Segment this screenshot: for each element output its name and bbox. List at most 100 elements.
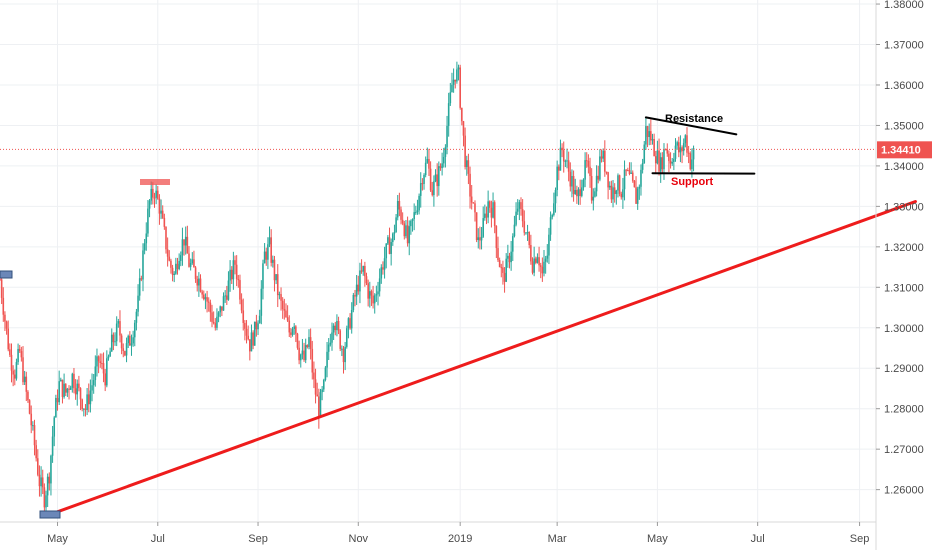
candle-body	[548, 234, 550, 256]
candle-body	[628, 170, 631, 174]
candle-body	[377, 291, 379, 295]
candle-body	[2, 297, 5, 315]
candle-body	[495, 225, 498, 249]
candle-body	[313, 372, 315, 380]
candle-body	[413, 212, 415, 220]
y-tick-label: 1.30000	[884, 323, 924, 335]
candle-body	[68, 388, 70, 390]
candle-body	[245, 328, 248, 336]
candle-body	[176, 263, 179, 270]
candle-body	[216, 316, 218, 328]
candle-body	[610, 185, 613, 200]
candle-body	[301, 350, 304, 355]
candle-body	[196, 278, 199, 286]
candle-body	[211, 312, 213, 322]
candle-body	[51, 436, 54, 456]
candle-body	[584, 160, 586, 180]
candle-body	[217, 312, 220, 317]
candle-body	[539, 265, 542, 267]
candle-body	[71, 373, 74, 388]
candle-body	[23, 376, 26, 383]
candle-body	[566, 160, 568, 162]
candle-body	[656, 150, 659, 164]
candle-body	[484, 213, 486, 219]
candle-body	[120, 335, 123, 349]
candle-body	[554, 190, 557, 204]
candle-body	[230, 269, 233, 280]
candle-body	[46, 476, 49, 496]
candle-body	[423, 175, 425, 184]
candle-body	[469, 173, 471, 197]
candles	[0, 61, 695, 516]
candle-body	[94, 366, 97, 381]
candle-body	[337, 320, 340, 331]
candle-body	[158, 198, 161, 214]
candle-body	[129, 335, 131, 346]
candle-body	[357, 284, 360, 292]
x-axis: May Jul Sep Nov 2019 Mar May Jul Sep	[47, 522, 869, 545]
candle-body	[538, 257, 540, 266]
candle-body	[244, 322, 246, 329]
candle-body	[352, 294, 355, 310]
candle-body	[571, 176, 573, 187]
candle-body	[10, 354, 13, 371]
candle-body	[645, 126, 647, 145]
candle-body	[265, 251, 268, 260]
candle-body	[12, 370, 14, 375]
candle-body	[20, 351, 23, 358]
candle-body	[600, 156, 603, 159]
candle-body	[551, 214, 554, 218]
candle-body	[298, 347, 300, 361]
candle-body	[682, 143, 685, 152]
candle-body	[375, 294, 378, 296]
candle-body	[393, 232, 396, 234]
candle-body	[373, 295, 376, 304]
candle-body	[533, 258, 535, 273]
candle-body	[426, 158, 429, 163]
candle-body	[456, 69, 458, 82]
candle-body	[152, 188, 154, 198]
candle-body	[314, 379, 317, 395]
candle-body	[96, 356, 98, 367]
y-tick-label: 1.27000	[884, 444, 924, 456]
candle-body	[521, 209, 524, 222]
candle-body	[140, 278, 143, 280]
candle-body	[597, 175, 600, 180]
candle-body	[408, 226, 411, 244]
candle-body	[677, 142, 680, 153]
candle-body	[508, 255, 511, 263]
candle-body	[631, 172, 634, 181]
candle-body	[295, 326, 297, 334]
candle-body	[475, 212, 478, 241]
candle-body	[296, 333, 299, 348]
candle-body	[229, 269, 231, 281]
candle-body	[53, 417, 56, 437]
candle-body	[106, 358, 108, 386]
candle-body	[316, 394, 319, 397]
candle-body	[364, 265, 366, 277]
candle-body	[293, 326, 295, 329]
candle-body	[321, 389, 323, 393]
candle-body	[419, 183, 422, 196]
candle-body	[403, 223, 406, 237]
candle-body	[92, 380, 95, 386]
candle-body	[69, 387, 72, 390]
candle-body	[378, 278, 381, 292]
candle-body	[145, 233, 148, 244]
candle-body	[523, 221, 526, 233]
candle-body	[380, 267, 383, 279]
candle-body	[345, 328, 348, 347]
candle-body	[7, 328, 10, 350]
candle-body	[189, 263, 192, 267]
candle-body	[130, 343, 133, 346]
candle-body	[390, 242, 392, 254]
candle-body	[549, 217, 552, 235]
candle-body	[135, 311, 138, 323]
candle-body	[692, 148, 695, 160]
candle-body	[188, 253, 190, 267]
candle-body	[689, 153, 692, 170]
candle-body	[239, 280, 241, 300]
candle-body	[590, 176, 593, 201]
candle-body	[198, 278, 200, 286]
